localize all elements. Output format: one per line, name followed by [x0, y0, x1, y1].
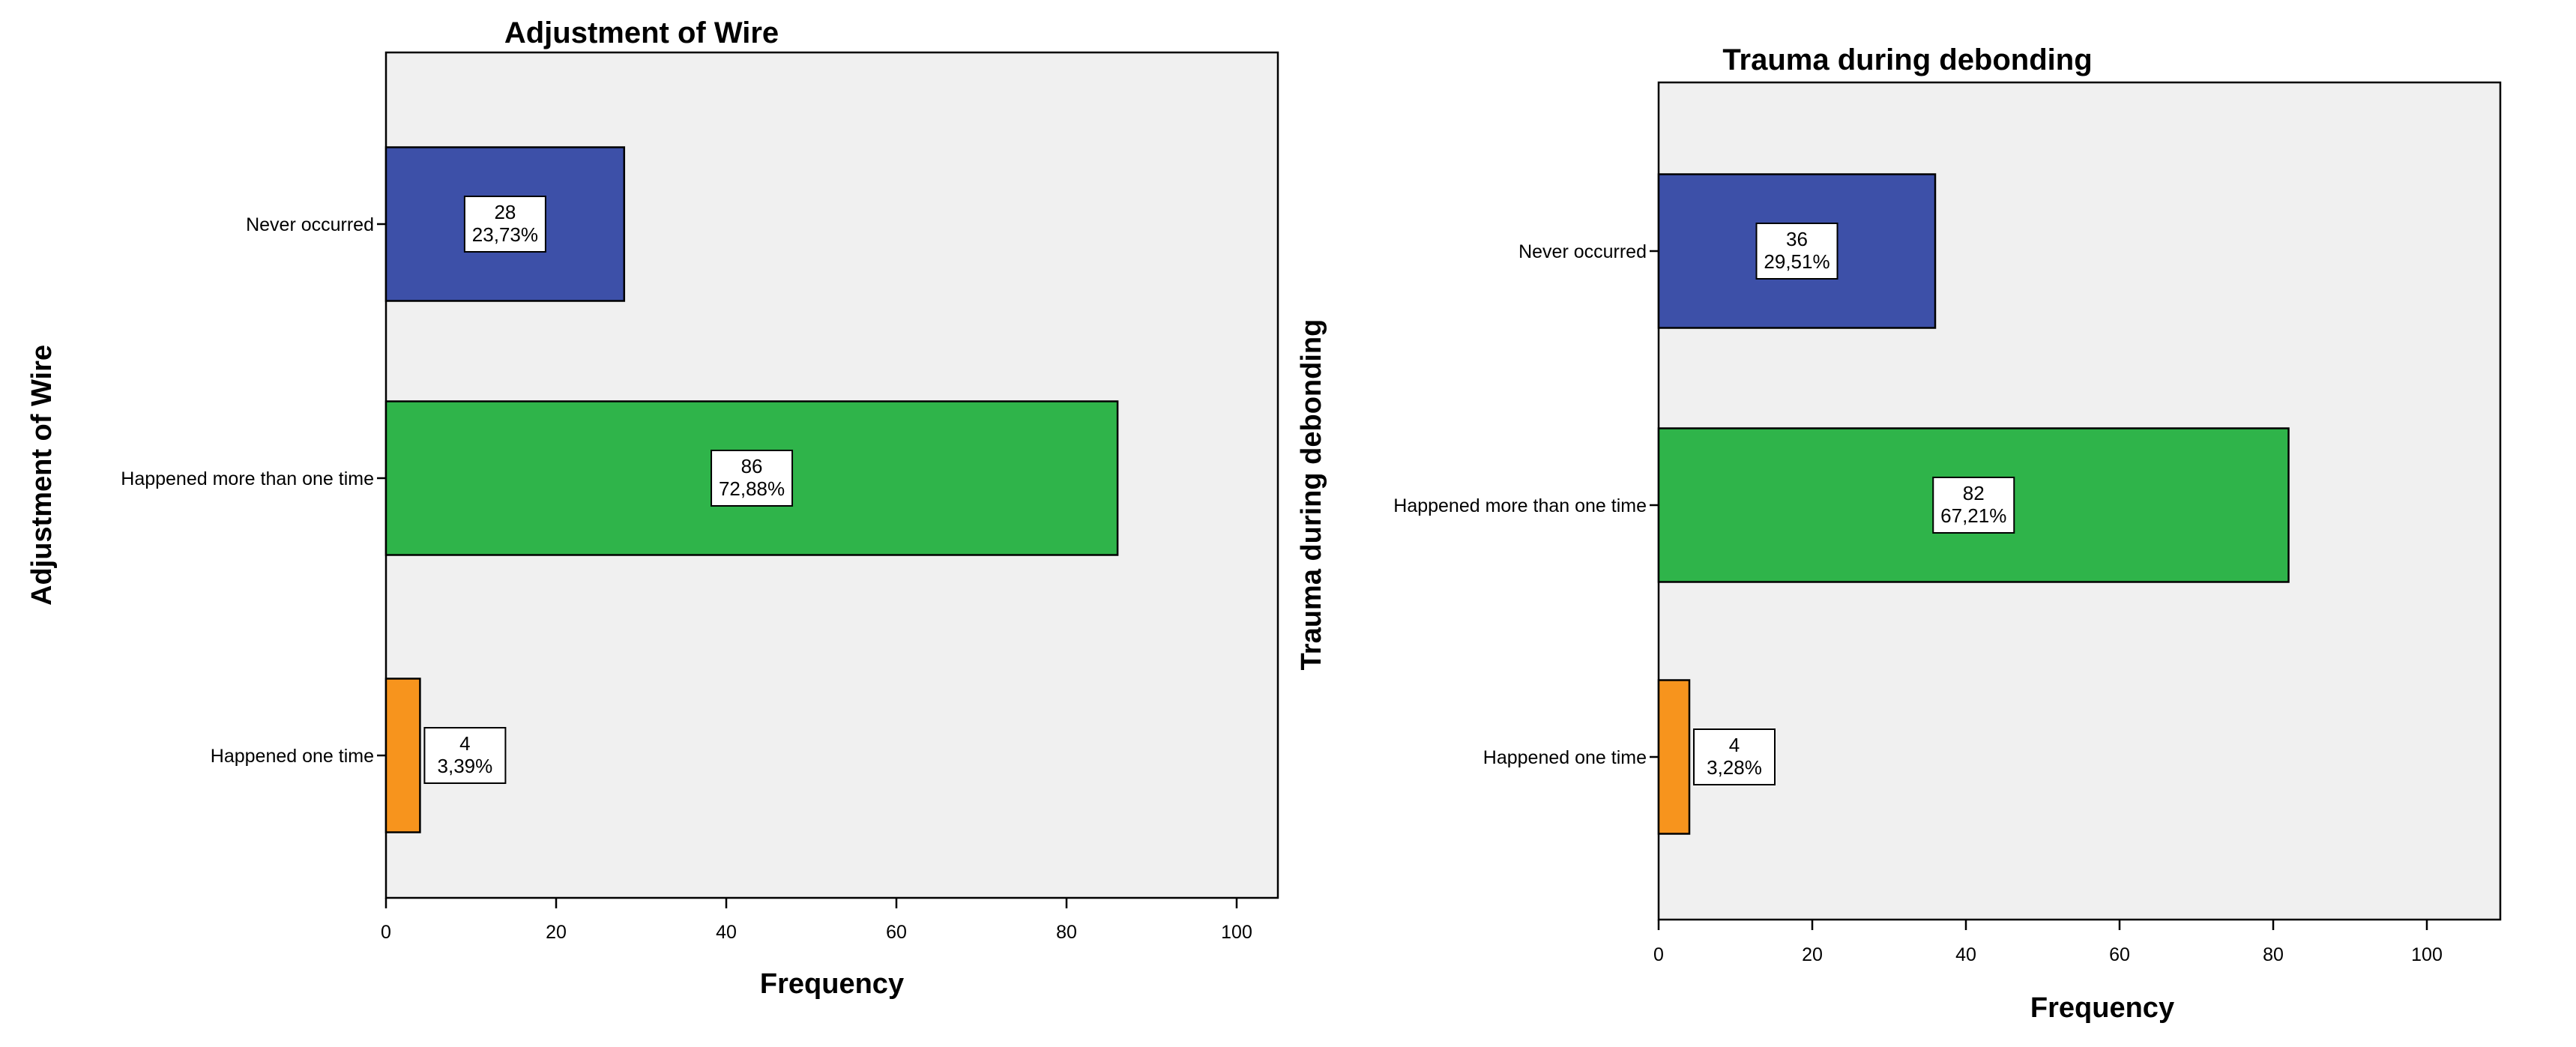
chart-adjustment-of-wire: Adjustment of Wire Frequency Adjustment … — [26, 16, 1279, 1000]
data-label-box — [1932, 477, 2015, 534]
data-label-percent: 72,88% — [719, 477, 785, 500]
x-tick-label-2: 40 — [1955, 944, 1976, 965]
data-label-box — [463, 196, 546, 253]
x-tick-label-1: 20 — [1802, 944, 1823, 965]
data-label-percent: 3,28% — [1707, 756, 1762, 779]
x-tick-label-4: 80 — [2263, 944, 2284, 965]
data-label-box — [1693, 728, 1776, 785]
data-label-count: 28 — [494, 201, 516, 223]
x-axis-title: Frequency — [760, 968, 904, 1000]
x-tick-label-0: 0 — [381, 922, 391, 943]
data-label-2: 43,28% — [1693, 728, 1776, 785]
category-label-2: Happened one time — [1483, 747, 1647, 768]
x-tick-label-3: 60 — [886, 922, 907, 943]
category-label-0: Never occurred — [1518, 241, 1647, 262]
category-label-1: Happened more than one time — [1393, 495, 1647, 516]
x-axis-title: Frequency — [2030, 992, 2174, 1024]
category-label-0: Never occurred — [246, 214, 374, 235]
data-label-percent: 29,51% — [1764, 250, 1830, 273]
bar-2 — [384, 678, 421, 833]
chart-trauma-during-debonding: Trauma during debonding Frequency Trauma… — [1296, 43, 2502, 1024]
data-label-count: 36 — [1786, 228, 1808, 250]
data-label-percent: 67,21% — [1940, 504, 2006, 527]
category-label-1: Happened more than one time — [121, 468, 374, 489]
chart-title: Adjustment of Wire — [504, 16, 779, 49]
x-tick-label-0: 0 — [1653, 944, 1664, 965]
y-axis-title: Adjustment of Wire — [26, 345, 58, 606]
data-label-percent: 3,39% — [438, 755, 493, 777]
x-tick-label-1: 20 — [546, 922, 567, 943]
x-tick-label-5: 100 — [1221, 922, 1252, 943]
x-tick-label-5: 100 — [2411, 944, 2443, 965]
y-axis-title: Trauma during debonding — [1296, 319, 1327, 671]
data-label-count: 86 — [741, 455, 763, 477]
x-tick-label-4: 80 — [1056, 922, 1077, 943]
x-axis-ticks: 0 20 40 60 80 100 — [1653, 920, 2443, 965]
data-label-box — [423, 727, 507, 784]
data-label-count: 4 — [459, 732, 470, 755]
x-tick-label-2: 40 — [716, 922, 737, 943]
category-label-2: Happened one time — [211, 746, 374, 767]
bar-2 — [1657, 679, 1691, 835]
x-tick-label-3: 60 — [2109, 944, 2130, 965]
x-axis-ticks: 0 20 40 60 80 100 — [381, 898, 1252, 943]
chart-title: Trauma during debonding — [1722, 43, 2092, 76]
data-label-box — [1755, 223, 1839, 280]
data-label-percent: 23,73% — [472, 223, 538, 246]
data-label-count: 82 — [1963, 482, 1985, 504]
data-label-box — [711, 450, 794, 507]
data-label-2: 43,39% — [423, 727, 507, 784]
data-label-count: 4 — [1729, 734, 1740, 756]
